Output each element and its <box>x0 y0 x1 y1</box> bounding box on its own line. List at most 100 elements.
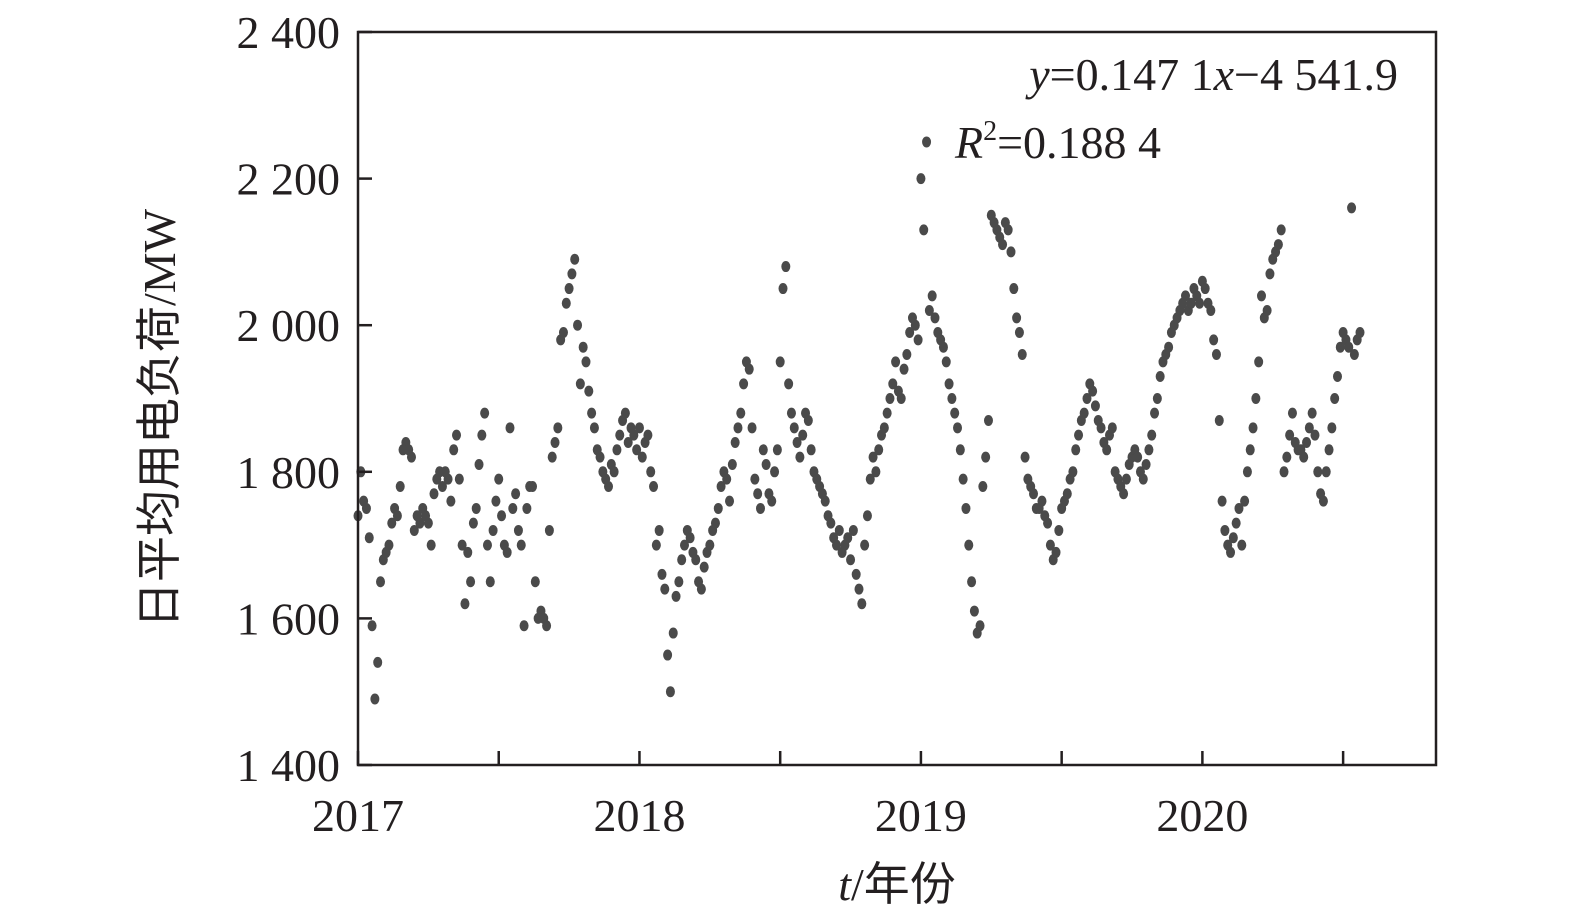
data-point <box>1318 495 1328 507</box>
data-point <box>1088 385 1098 397</box>
data-point <box>449 444 459 456</box>
data-point <box>1285 429 1295 441</box>
r-squared-label: R2=0.188 4 <box>954 116 1161 168</box>
points-layer <box>353 136 1365 705</box>
data-point <box>589 422 599 434</box>
x-axis-title: t/年份 <box>838 859 956 910</box>
data-point <box>1017 349 1027 361</box>
data-point <box>528 480 538 492</box>
data-point <box>508 502 518 514</box>
data-point <box>429 488 439 500</box>
data-point <box>1012 312 1022 324</box>
data-point <box>981 451 991 463</box>
data-point <box>426 539 436 551</box>
data-point <box>1254 356 1264 368</box>
data-point <box>1090 400 1100 412</box>
data-point <box>803 414 813 426</box>
data-point <box>938 341 948 353</box>
data-point <box>1302 436 1312 448</box>
data-point <box>705 539 715 551</box>
data-point <box>1307 407 1317 419</box>
data-point <box>1009 283 1019 295</box>
data-point <box>1006 246 1016 258</box>
data-point <box>564 283 574 295</box>
data-point <box>916 173 926 185</box>
data-point <box>899 363 909 375</box>
data-point <box>879 422 889 434</box>
data-point <box>1200 283 1210 295</box>
data-point <box>584 385 594 397</box>
data-point <box>550 436 560 448</box>
data-point <box>446 495 456 507</box>
data-point <box>896 393 906 404</box>
data-point <box>646 466 656 478</box>
data-point <box>730 436 740 448</box>
data-point <box>699 561 709 573</box>
data-point <box>922 136 932 148</box>
data-point <box>629 429 639 441</box>
data-point <box>482 539 492 551</box>
data-point <box>944 378 954 390</box>
data-point <box>634 422 644 434</box>
data-point <box>663 649 673 661</box>
data-point <box>1251 393 1261 404</box>
data-point <box>615 429 625 441</box>
data-point <box>772 444 782 456</box>
data-point <box>891 356 901 368</box>
data-point <box>1141 458 1151 470</box>
data-point <box>770 466 780 478</box>
data-point <box>491 495 501 507</box>
data-point <box>437 480 447 492</box>
data-point <box>1096 422 1106 434</box>
data-point <box>643 429 653 441</box>
data-point <box>578 341 588 353</box>
data-point <box>1195 297 1205 309</box>
data-point <box>370 693 380 705</box>
data-point <box>753 488 763 500</box>
data-point <box>1144 444 1154 456</box>
data-point <box>1265 268 1275 280</box>
data-point <box>789 422 799 434</box>
data-point <box>409 524 419 536</box>
data-point <box>620 407 630 419</box>
data-point <box>522 502 532 514</box>
data-point <box>1217 495 1227 507</box>
data-point <box>668 627 678 639</box>
data-point <box>750 473 760 485</box>
data-point <box>677 554 687 566</box>
data-point <box>961 502 971 514</box>
data-point <box>561 297 571 309</box>
data-point <box>725 495 735 507</box>
data-point <box>660 583 670 595</box>
data-point <box>784 378 794 390</box>
data-point <box>795 451 805 463</box>
data-point <box>612 444 622 456</box>
data-point <box>843 532 853 544</box>
data-point <box>1062 488 1072 500</box>
y-tick-label: 2 400 <box>237 7 341 58</box>
data-point <box>1237 539 1247 551</box>
data-point <box>1310 429 1320 441</box>
data-point <box>1211 349 1221 361</box>
data-point <box>1186 297 1196 309</box>
data-point <box>1082 393 1092 404</box>
data-point <box>1138 473 1148 485</box>
data-point <box>530 576 540 588</box>
data-point <box>910 319 920 331</box>
data-point <box>862 510 872 522</box>
data-point <box>395 480 405 492</box>
data-point <box>649 480 659 492</box>
data-point <box>727 458 737 470</box>
data-point <box>1282 451 1292 463</box>
data-point <box>474 458 484 470</box>
data-point <box>902 349 912 361</box>
data-point <box>665 686 675 698</box>
data-point <box>733 422 743 434</box>
data-point <box>497 510 507 522</box>
data-point <box>654 524 664 536</box>
data-point <box>581 356 591 368</box>
data-point <box>1051 546 1061 558</box>
data-point <box>587 407 597 419</box>
x-tick-label: 2020 <box>1156 790 1248 841</box>
